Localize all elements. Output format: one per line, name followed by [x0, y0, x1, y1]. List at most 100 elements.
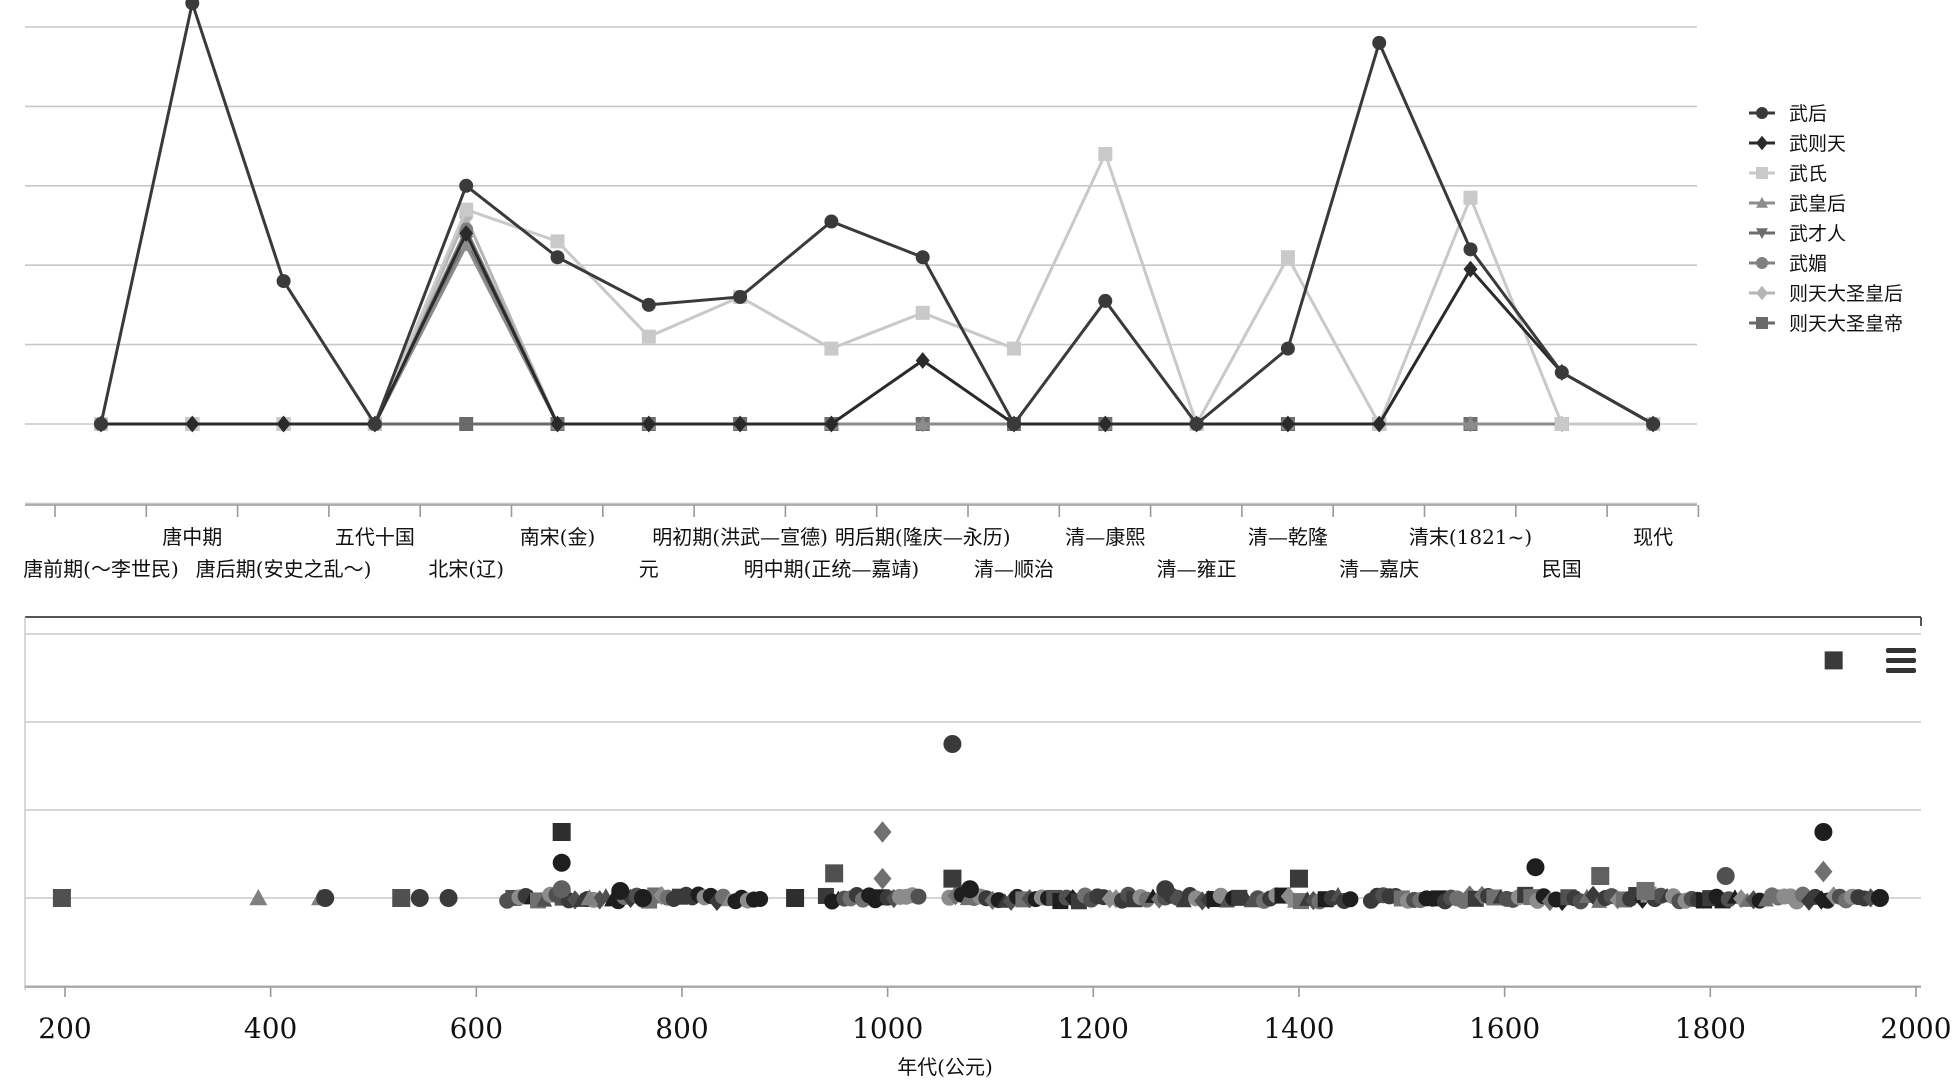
legend-item: 武皇后	[1749, 193, 1846, 215]
x-tick-label: 600	[450, 1012, 503, 1045]
data-point	[1098, 293, 1113, 308]
legend-label: 武氏	[1789, 163, 1827, 185]
series-武媚	[94, 222, 1661, 431]
data-point	[459, 178, 474, 193]
x-tick-label: 唐前期(～李世民)	[23, 557, 179, 581]
legend-marker	[1756, 135, 1768, 151]
legend-item: 武氏	[1749, 163, 1827, 185]
data-point	[367, 417, 382, 431]
data-point	[1156, 880, 1175, 899]
legend-item: 武后	[1749, 103, 1827, 125]
x-tick-label: 明后期(隆庆—永历)	[835, 525, 1011, 549]
data-point	[552, 853, 571, 872]
scatter-chart: 200 400 600 800 1000 1200 1400 1600 1800 2000 年代(公…	[24, 616, 1952, 1079]
x-tick-label: 1400	[1263, 1012, 1334, 1045]
data-point	[1372, 415, 1387, 433]
legend-label: 武则天	[1789, 133, 1846, 155]
data-point	[439, 889, 458, 907]
x-tick-label: 明中期(正统—嘉靖)	[744, 557, 920, 581]
series-line	[101, 238, 1654, 426]
data-point	[185, 415, 200, 433]
x-tick-label: 清—乾隆	[1248, 525, 1328, 549]
x-tick-label: 民国	[1542, 557, 1582, 581]
legend-marker	[1756, 107, 1768, 119]
data-point	[1814, 823, 1833, 841]
data-point	[1463, 417, 1478, 430]
data-point	[185, 0, 200, 11]
data-point	[960, 880, 979, 899]
data-point	[1098, 415, 1113, 433]
data-point	[873, 821, 892, 843]
data-point	[1636, 881, 1655, 900]
data-point	[641, 329, 656, 344]
x-tick-label: 唐中期	[162, 525, 222, 549]
series-line	[101, 229, 1654, 426]
data-point	[943, 869, 962, 888]
data-point	[825, 864, 844, 883]
data-point	[943, 735, 962, 753]
data-point	[1463, 190, 1478, 205]
data-point	[52, 889, 71, 907]
x-tick-label: 400	[244, 1012, 297, 1045]
series-武后	[94, 0, 1661, 431]
x-tick-label: 南宋(金)	[520, 525, 596, 549]
series-line	[101, 242, 1654, 426]
legend-marker	[1756, 167, 1768, 179]
x-tick-label: 唐后期(安史之乱～)	[196, 557, 372, 581]
x-tick-label: 800	[655, 1012, 708, 1045]
data-point	[915, 352, 930, 369]
x-tick-label: 1800	[1675, 1012, 1746, 1045]
data-point	[316, 889, 335, 907]
legend-marker	[1756, 228, 1768, 239]
data-point	[94, 417, 108, 431]
data-point	[1280, 415, 1295, 433]
data-point	[641, 415, 656, 433]
data-point	[733, 289, 748, 304]
legend-label: 则天大圣皇帝	[1789, 313, 1903, 335]
chart-menu-icon[interactable]	[1886, 648, 1916, 673]
data-point	[1372, 35, 1387, 50]
data-point	[459, 202, 474, 217]
data-point	[1189, 417, 1204, 431]
legend-item: 武才人	[1749, 223, 1846, 245]
data-point	[459, 238, 474, 251]
legend-item: 武媚	[1749, 253, 1827, 275]
data-point	[1007, 341, 1021, 356]
legend-marker	[1756, 285, 1768, 301]
legend-label: 则天大圣皇后	[1789, 283, 1903, 305]
x-axis-title: 年代(公元)	[897, 1055, 993, 1079]
x-tick-label: 清末(1821~)	[1409, 525, 1532, 549]
legend-marker	[1756, 257, 1768, 269]
data-point	[410, 889, 429, 907]
legend-label: 武媚	[1789, 253, 1827, 275]
x-tick-label: 现代	[1633, 525, 1673, 549]
data-point	[1463, 242, 1478, 257]
x-tick-label: 清—顺治	[974, 557, 1054, 581]
data-point	[824, 214, 839, 229]
x-tick-label: 北宋(辽)	[428, 557, 504, 581]
x-tick-label: 清—嘉庆	[1339, 557, 1419, 581]
legend-marker	[1756, 317, 1768, 329]
legend-item: 则天大圣皇后	[1749, 283, 1903, 305]
data-point	[873, 867, 892, 890]
data-point	[915, 305, 930, 320]
series-line	[101, 225, 1654, 426]
x-tick-label: 2000	[1880, 1012, 1951, 1045]
x-tick-label: 明初期(洪武—宣德)	[652, 525, 828, 549]
data-point	[276, 274, 291, 289]
x-tick-label: 1200	[1058, 1012, 1129, 1045]
legend-label: 武皇后	[1789, 193, 1846, 215]
series-line	[99, 0, 1654, 428]
x-tick-label: 元	[639, 557, 659, 581]
data-point	[824, 341, 839, 356]
data-point	[1289, 869, 1308, 888]
data-point	[552, 823, 571, 841]
x-tick-label: 200	[38, 1012, 91, 1045]
legend-label: 武才人	[1789, 223, 1846, 245]
data-point	[550, 234, 565, 249]
data-point	[1098, 147, 1113, 162]
series-武则天	[94, 225, 1661, 433]
data-point	[1554, 417, 1569, 431]
series-line	[101, 150, 1654, 428]
